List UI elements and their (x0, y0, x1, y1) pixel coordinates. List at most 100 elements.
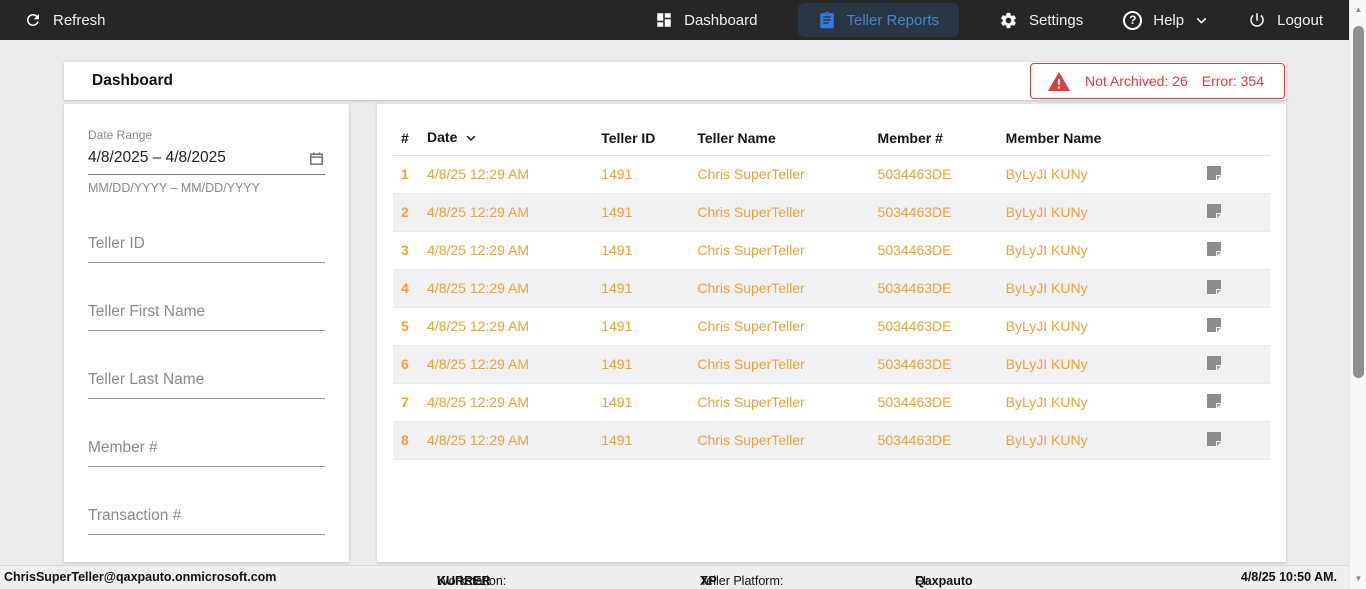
teller-transactions-table: # Date Teller ID Teller Name Member # Me… (393, 122, 1270, 460)
cell-teller-id: 1491 (601, 280, 633, 296)
nav-item-help[interactable]: ? Help (1123, 10, 1208, 30)
date-format-hint: MM/DD/YYYY – MM/DD/YYYY (88, 181, 261, 195)
nav-item-settings[interactable]: Settings (999, 11, 1083, 30)
teller-id-input[interactable] (88, 231, 325, 263)
cell-teller-name: Chris SuperTeller (697, 356, 805, 372)
note-icon[interactable] (1206, 431, 1222, 447)
cell-teller-name: Chris SuperTeller (697, 242, 805, 258)
col-header-teller-id: Teller ID (601, 122, 698, 156)
row-number: 1 (401, 166, 409, 182)
note-icon[interactable] (1206, 203, 1222, 219)
scrollbar-thumb[interactable] (1353, 26, 1364, 378)
date-range-label: Date Range (88, 128, 153, 142)
cell-date: 4/8/25 12:29 AM (427, 280, 529, 296)
cell-member-number: 5034463DE (877, 204, 952, 220)
teller-first-name-input[interactable] (88, 299, 325, 331)
teller-last-name-input[interactable] (88, 367, 325, 399)
row-number: 5 (401, 318, 409, 334)
date-range-field[interactable]: 4/8/2025 – 4/8/2025 (88, 149, 325, 175)
col-header-member-number: Member # (877, 122, 1006, 156)
cell-teller-name: Chris SuperTeller (697, 318, 805, 334)
nav-label-dashboard: Dashboard (684, 11, 758, 29)
page-title: Dashboard (92, 72, 173, 89)
note-icon[interactable] (1206, 355, 1222, 371)
cell-teller-name: Chris SuperTeller (697, 280, 805, 296)
note-icon[interactable] (1206, 241, 1222, 257)
cell-teller-name: Chris SuperTeller (697, 432, 805, 448)
row-number: 4 (401, 280, 409, 296)
cell-teller-name: Chris SuperTeller (697, 394, 805, 410)
cell-teller-id: 1491 (601, 356, 633, 372)
cell-member-number: 5034463DE (877, 432, 952, 448)
note-icon[interactable] (1206, 393, 1222, 409)
cell-member-name: ByLyJI KUNy (1005, 432, 1088, 448)
cell-teller-id: 1491 (601, 242, 633, 258)
archive-error-badge[interactable]: Not Archived: 26 Error: 354 (1030, 63, 1285, 99)
cell-member-name: ByLyJI KUNy (1005, 280, 1088, 296)
transaction-number-input[interactable] (88, 503, 325, 535)
cell-member-name: ByLyJI KUNy (1005, 204, 1088, 220)
cell-date: 4/8/25 12:29 AM (427, 242, 529, 258)
cell-member-number: 5034463DE (877, 166, 952, 182)
table-row[interactable]: 6 4/8/25 12:29 AM 1491 Chris SuperTeller… (393, 345, 1270, 383)
nav-label-help: Help (1153, 11, 1185, 29)
col-header-teller-name: Teller Name (697, 122, 878, 156)
table-row[interactable]: 2 4/8/25 12:29 AM 1491 Chris SuperTeller… (393, 193, 1270, 231)
table-row[interactable]: 5 4/8/25 12:29 AM 1491 Chris SuperTeller… (393, 307, 1270, 345)
cell-date: 4/8/25 12:29 AM (427, 432, 529, 448)
workstation-value: KURRER (437, 574, 491, 588)
nav-item-logout[interactable]: Logout (1248, 11, 1323, 29)
member-number-input[interactable] (88, 435, 325, 467)
cell-date: 4/8/25 12:29 AM (427, 166, 529, 182)
cell-teller-name: Chris SuperTeller (697, 166, 805, 182)
cell-member-number: 5034463DE (877, 242, 952, 258)
table-row[interactable]: 8 4/8/25 12:29 AM 1491 Chris SuperTeller… (393, 421, 1270, 459)
row-number: 7 (401, 394, 409, 410)
cell-member-name: ByLyJI KUNy (1005, 356, 1088, 372)
power-icon (1248, 11, 1266, 29)
error-count: Error: 354 (1201, 73, 1264, 89)
alert-texts: Not Archived: 26 Error: 354 (1085, 73, 1264, 89)
table-row[interactable]: 3 4/8/25 12:29 AM 1491 Chris SuperTeller… (393, 231, 1270, 269)
cell-date: 4/8/25 12:29 AM (427, 318, 529, 334)
top-nav: Refresh Dashboard Teller Reports Setting… (0, 0, 1349, 40)
date-range-value: 4/8/2025 – 4/8/2025 (88, 149, 226, 166)
warning-triangle-icon (1047, 71, 1071, 92)
logged-in-user-email: ChrisSuperTeller@qaxpauto.onmicrosoft.co… (4, 570, 277, 584)
scroll-up-arrow-icon[interactable]: ▲ (1354, 5, 1363, 14)
cell-teller-id: 1491 (601, 166, 633, 182)
cell-teller-name: Chris SuperTeller (697, 204, 805, 220)
col-header-num: # (393, 122, 428, 156)
vertical-scrollbar[interactable]: ▲ ▼ (1349, 0, 1366, 589)
cell-teller-id: 1491 (601, 394, 633, 410)
platform-value: XP (700, 574, 717, 588)
note-icon[interactable] (1206, 279, 1222, 295)
scroll-down-arrow-icon[interactable]: ▼ (1354, 574, 1363, 583)
dashboard-grid-icon (655, 11, 673, 29)
refresh-button[interactable]: Refresh (24, 11, 106, 29)
sort-desc-icon (464, 131, 478, 147)
table-row[interactable]: 1 4/8/25 12:29 AM 1491 Chris SuperTeller… (393, 155, 1270, 193)
col-header-date[interactable]: Date (427, 122, 602, 156)
chevron-down-icon (1195, 14, 1208, 27)
cell-member-name: ByLyJI KUNy (1005, 166, 1088, 182)
table-row[interactable]: 7 4/8/25 12:29 AM 1491 Chris SuperTeller… (393, 383, 1270, 421)
clipboard-icon (818, 11, 836, 29)
nav-item-teller-reports[interactable]: Teller Reports (797, 3, 960, 37)
calendar-icon[interactable] (308, 150, 325, 167)
nav-item-dashboard[interactable]: Dashboard (655, 11, 758, 29)
table-row[interactable]: 4 4/8/25 12:29 AM 1491 Chris SuperTeller… (393, 269, 1270, 307)
cell-member-number: 5034463DE (877, 318, 952, 334)
note-icon[interactable] (1206, 317, 1222, 333)
nav-label-settings: Settings (1029, 11, 1084, 29)
col-header-member-name: Member Name (1005, 122, 1206, 156)
help-circle-icon: ? (1123, 10, 1143, 30)
row-number: 8 (401, 432, 409, 448)
page-header: Dashboard Not Archived: 26 Error: 354 (64, 62, 1286, 100)
row-number: 2 (401, 204, 409, 220)
cell-teller-id: 1491 (601, 432, 633, 448)
cell-member-number: 5034463DE (877, 280, 952, 296)
cell-date: 4/8/25 12:29 AM (427, 394, 529, 410)
nav-label-logout: Logout (1277, 11, 1323, 29)
note-icon[interactable] (1206, 165, 1222, 181)
